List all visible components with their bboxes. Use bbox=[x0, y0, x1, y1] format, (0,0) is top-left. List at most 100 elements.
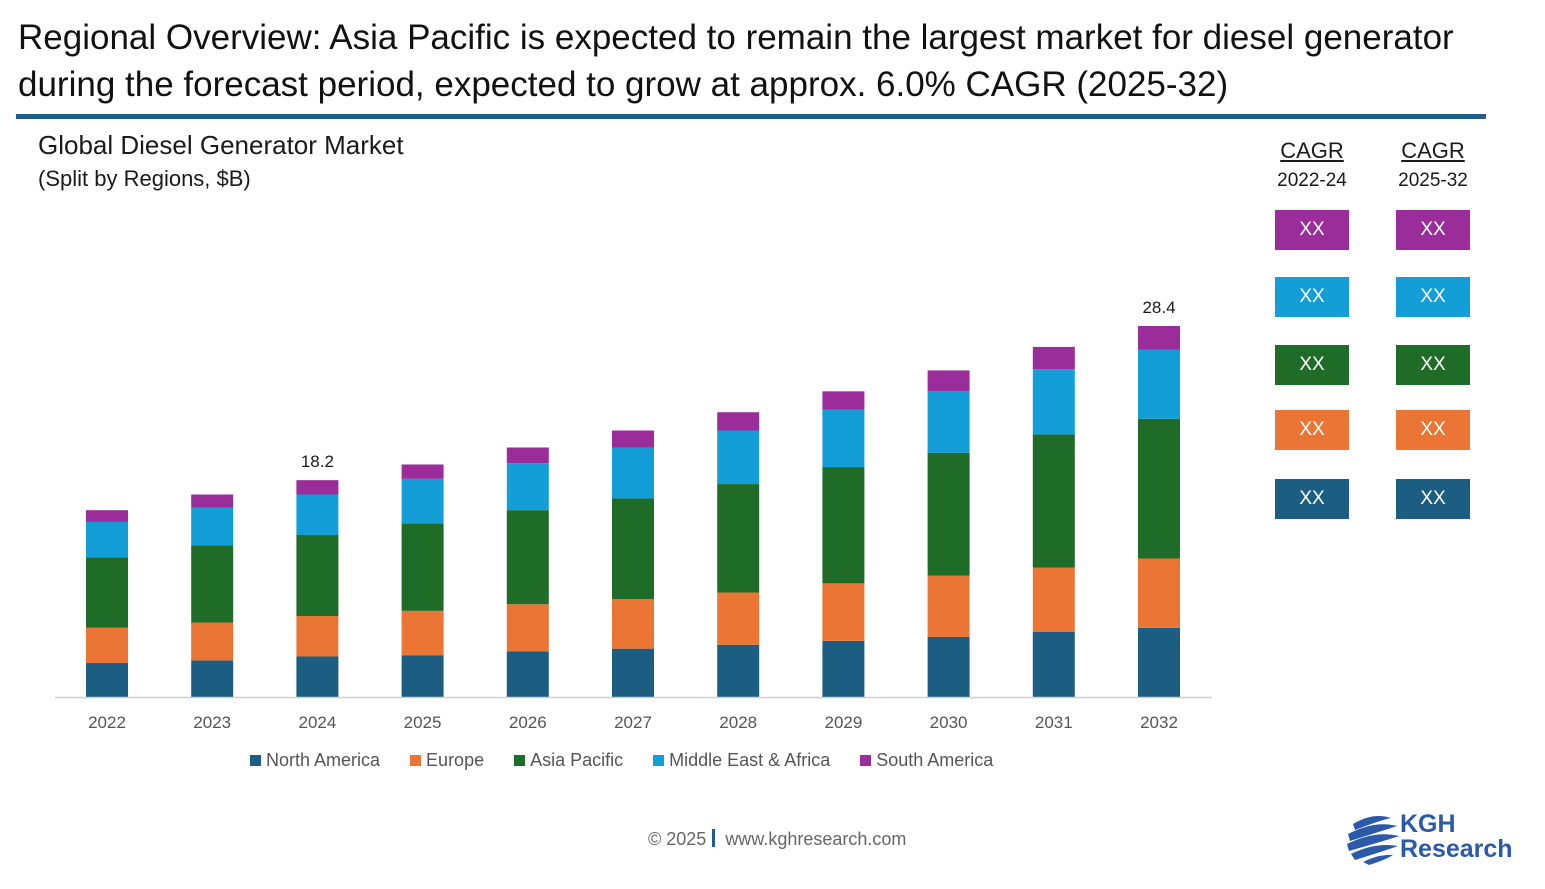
bar-europe-2030 bbox=[927, 575, 970, 637]
legend-label: Europe bbox=[426, 750, 485, 770]
footer-copyright: © 2025 bbox=[648, 829, 707, 849]
legend-item-europe: Europe bbox=[410, 750, 484, 771]
bar-north-america-2026 bbox=[506, 651, 549, 697]
legend-item-asia-pacific: Asia Pacific bbox=[514, 750, 623, 771]
globe-logo-icon bbox=[1347, 816, 1399, 865]
footer-separator bbox=[712, 829, 716, 847]
headline-divider bbox=[16, 114, 1486, 119]
bar-asia-pacific-2026 bbox=[506, 510, 549, 605]
logo-line-1: KGH bbox=[1400, 810, 1456, 838]
bar-north-america-2023 bbox=[191, 660, 234, 697]
x-tick-label: 2025 bbox=[404, 713, 442, 732]
bar-europe-2025 bbox=[401, 610, 444, 656]
bar-asia-pacific-2022 bbox=[86, 557, 128, 628]
bar-europe-2026 bbox=[506, 604, 549, 652]
legend-item-middle-east-africa: Middle East & Africa bbox=[653, 750, 830, 771]
bar-north-america-2032 bbox=[1138, 627, 1180, 697]
bar-middle-east-africa-2031 bbox=[1032, 369, 1075, 435]
x-tick-label: 2031 bbox=[1035, 713, 1073, 732]
cagr-value-box: XX bbox=[1275, 345, 1349, 385]
cagr-value-box: XX bbox=[1396, 410, 1470, 450]
legend-swatch bbox=[860, 755, 872, 766]
footer: © 2025 www.kghresearch.com bbox=[648, 829, 906, 850]
bar-south-america-2022 bbox=[86, 510, 128, 522]
legend-item-south-america: South America bbox=[860, 750, 993, 771]
page-headline: Regional Overview: Asia Pacific is expec… bbox=[18, 18, 1454, 104]
chart-subtitle: (Split by Regions, $B) bbox=[38, 166, 251, 191]
bar-asia-pacific-2029 bbox=[822, 467, 865, 584]
cagr-heading: CAGR bbox=[1401, 138, 1465, 163]
kgh-research-logo[interactable]: KGH Research bbox=[1345, 810, 1535, 866]
bar-north-america-2027 bbox=[612, 648, 654, 697]
bar-south-america-2029 bbox=[822, 391, 865, 410]
cagr-value-box: XX bbox=[1396, 345, 1470, 385]
bar-asia-pacific-2031 bbox=[1032, 434, 1075, 568]
legend-item-north-america: North America bbox=[250, 750, 380, 771]
legend-swatch bbox=[514, 755, 526, 766]
bar-middle-east-africa-2022 bbox=[86, 521, 128, 558]
bar-south-america-2031 bbox=[1032, 346, 1075, 370]
legend-label: Middle East & Africa bbox=[669, 750, 831, 770]
legend-swatch bbox=[410, 755, 422, 766]
bar-middle-east-africa-2027 bbox=[612, 447, 654, 499]
bar-europe-2028 bbox=[717, 592, 760, 645]
bar-south-america-2030 bbox=[927, 370, 970, 392]
stacked-bar-chart: 2022 2023 2024 2025 2026 2027 2028 2029 2030 2031… bbox=[55, 298, 1212, 732]
data-label-2032: 28.4 bbox=[1142, 298, 1175, 317]
cagr-value-box: XX bbox=[1275, 479, 1349, 519]
x-tick-label: 2026 bbox=[509, 713, 547, 732]
cagr-value-box: XX bbox=[1275, 410, 1349, 450]
bar-middle-east-africa-2030 bbox=[927, 391, 970, 453]
bar-north-america-2029 bbox=[822, 640, 865, 697]
bar-south-america-2032 bbox=[1138, 326, 1180, 350]
bar-middle-east-africa-2023 bbox=[191, 507, 234, 546]
cagr-period: 2025-32 bbox=[1398, 170, 1468, 191]
bar-europe-2023 bbox=[191, 622, 234, 661]
chart-title: Global Diesel Generator Market bbox=[38, 130, 404, 160]
bar-south-america-2023 bbox=[191, 494, 234, 508]
bar-asia-pacific-2028 bbox=[717, 484, 760, 593]
cagr-column-2025-32: CAGR 2025-32 bbox=[1388, 138, 1478, 192]
bar-middle-east-africa-2029 bbox=[822, 409, 865, 468]
bar-south-america-2024 bbox=[296, 480, 339, 495]
data-label-2024: 18.2 bbox=[301, 452, 334, 471]
bar-south-america-2025 bbox=[401, 464, 444, 479]
bar-middle-east-africa-2028 bbox=[717, 430, 760, 485]
cagr-column-2022-24: CAGR 2022-24 bbox=[1267, 138, 1357, 192]
bar-north-america-2025 bbox=[401, 655, 444, 697]
legend-label: South America bbox=[876, 750, 994, 770]
bar-asia-pacific-2025 bbox=[401, 523, 444, 611]
x-tick-label: 2029 bbox=[824, 713, 862, 732]
bar-asia-pacific-2030 bbox=[927, 452, 970, 576]
legend-swatch bbox=[653, 755, 665, 766]
bar-north-america-2024 bbox=[296, 656, 339, 697]
bar-north-america-2022 bbox=[86, 663, 128, 697]
x-tick-label: 2024 bbox=[298, 713, 336, 732]
x-tick-label: 2023 bbox=[193, 713, 231, 732]
bar-europe-2022 bbox=[86, 627, 128, 664]
cagr-heading: CAGR bbox=[1280, 138, 1344, 163]
cagr-period: 2022-24 bbox=[1277, 170, 1347, 191]
bar-europe-2032 bbox=[1138, 558, 1180, 628]
legend-label: Asia Pacific bbox=[530, 750, 624, 770]
bar-europe-2027 bbox=[612, 599, 654, 649]
cagr-value-box: XX bbox=[1396, 210, 1470, 250]
bar-south-america-2026 bbox=[506, 447, 549, 464]
cagr-value-box: XX bbox=[1275, 210, 1349, 250]
cagr-value-box: XX bbox=[1396, 277, 1470, 317]
bar-north-america-2030 bbox=[927, 636, 970, 697]
bar-south-america-2028 bbox=[717, 412, 760, 431]
x-tick-label: 2028 bbox=[719, 713, 757, 732]
bar-north-america-2031 bbox=[1032, 631, 1075, 697]
bar-middle-east-africa-2032 bbox=[1138, 349, 1180, 419]
footer-website[interactable]: www.kghresearch.com bbox=[725, 829, 907, 849]
cagr-value-box: XX bbox=[1396, 479, 1470, 519]
bar-asia-pacific-2027 bbox=[612, 498, 654, 600]
cagr-value-box: XX bbox=[1275, 277, 1349, 317]
chart-legend: North America Europe Asia Pacific Middle Ea… bbox=[250, 750, 993, 771]
bar-north-america-2028 bbox=[717, 644, 760, 697]
x-tick-label: 2032 bbox=[1140, 713, 1178, 732]
bar-asia-pacific-2023 bbox=[191, 545, 234, 623]
legend-swatch bbox=[250, 755, 261, 766]
legend-label: North America bbox=[266, 750, 381, 770]
